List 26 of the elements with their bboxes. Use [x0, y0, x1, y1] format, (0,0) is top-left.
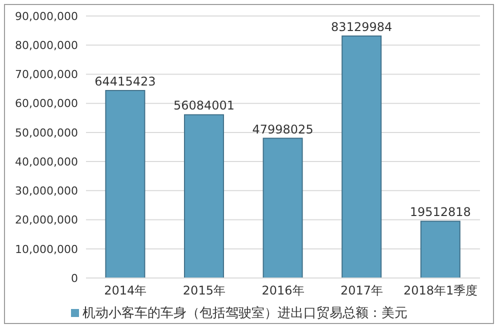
bar [420, 220, 460, 278]
y-tick-label: 0 [71, 272, 78, 285]
data-label: 47998025 [252, 122, 314, 136]
y-tick-label: 30,000,000 [15, 184, 78, 198]
data-label: 83129984 [331, 20, 392, 34]
y-tick-label: 80,000,000 [15, 39, 78, 52]
bar [184, 114, 224, 278]
data-label: 64415423 [94, 74, 156, 88]
bar [342, 36, 382, 278]
y-tick-label: 60,000,000 [15, 97, 78, 110]
y-tick-label: 90,000,000 [15, 10, 78, 23]
data-label: 56084001 [173, 98, 235, 113]
bar [262, 138, 303, 278]
x-tick-label: 2018年1季度 [404, 284, 478, 298]
y-tick-label: 70,000,000 [15, 68, 78, 82]
x-tick-label: 2014年 [104, 284, 147, 298]
y-tick-label: 50,000,000 [15, 126, 78, 140]
y-tick-label: 40,000,000 [15, 155, 78, 168]
x-tick-label: 2016年 [262, 284, 304, 298]
bar [105, 90, 146, 278]
legend-label: 机动小客车的车身（包括驾驶室）进出口贸易总额：美元 [82, 306, 408, 321]
data-label: 19512818 [410, 205, 471, 220]
x-tick-label: 2015年 [182, 284, 226, 298]
y-tick-label: 10,000,000 [15, 242, 78, 256]
y-tick-label: 20,000,000 [15, 214, 78, 227]
x-tick-label: 2017年 [340, 284, 384, 298]
